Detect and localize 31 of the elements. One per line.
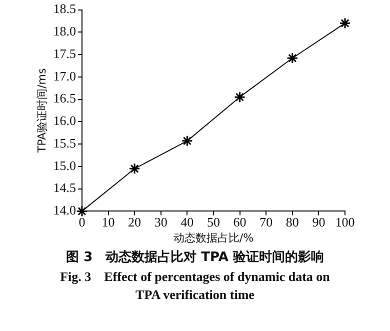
point	[128, 162, 140, 174]
x-tick-label: 80	[286, 214, 299, 230]
y-tick-label: 17.5	[53, 46, 76, 61]
point	[181, 135, 193, 147]
x-tick-label: 70	[260, 214, 273, 230]
y-tick-label: 15.5	[53, 135, 76, 150]
y-tick-label: 15.0	[53, 158, 76, 173]
y-axis-title: TPA验证时间/ms	[35, 68, 48, 154]
point	[234, 91, 246, 103]
y-tick-label: 14.0	[53, 202, 76, 218]
y-tick-label: 14.5	[53, 180, 76, 196]
x-tick-label: 40	[180, 214, 194, 230]
x-tick-label: 20	[128, 214, 142, 230]
text: 图 3 动态数据占比对 TPA 验证时间的影响	[65, 249, 325, 266]
x-tick-label: 60	[233, 214, 246, 230]
y-tick-label: 16.0	[53, 113, 76, 128]
point	[339, 17, 351, 29]
point	[286, 52, 298, 64]
y-tick-label: 18.0	[53, 24, 76, 39]
x-tick-label: 100	[335, 214, 355, 230]
text: Fig. 3 Effect of percentages of dynamic data on TPA verification time	[59, 268, 331, 304]
x-tick-label: 10	[102, 214, 115, 230]
x-tick-label: 30	[154, 214, 168, 230]
y-tick-label: 18.5	[53, 1, 76, 16]
x-tick-label: 50	[206, 214, 220, 230]
point	[76, 205, 88, 217]
x-axis-title: 动态数据占比/%	[173, 231, 254, 244]
y-tick-label: 16.5	[53, 90, 76, 106]
y-tick-label: 17.0	[53, 68, 76, 84]
x-tick-label: 0	[78, 214, 86, 230]
x-tick-label: 90	[312, 214, 326, 230]
